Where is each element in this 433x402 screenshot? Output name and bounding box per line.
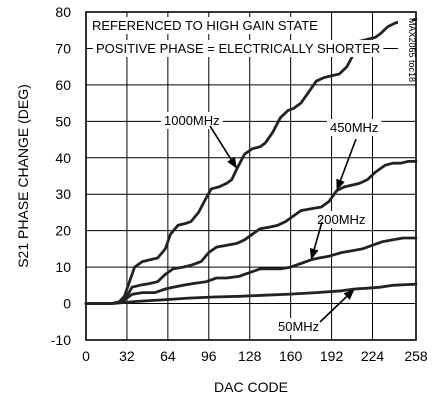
x-axis-title: DAC CODE bbox=[214, 379, 288, 395]
series-line-1000mhz bbox=[84, 17, 418, 305]
series-line-450mhz bbox=[84, 160, 418, 305]
series-label-background-1000mhz bbox=[161, 112, 223, 129]
x-tick-label: 0 bbox=[82, 348, 90, 364]
grid bbox=[85, 11, 417, 341]
y-axis-title: S21 PHASE CHANGE (DEG) bbox=[15, 84, 31, 268]
y-tick-label: 20 bbox=[55, 223, 71, 239]
x-tick-label: 64 bbox=[160, 348, 176, 364]
arrow-head-450mhz bbox=[336, 178, 345, 191]
x-tick-label: 160 bbox=[279, 348, 303, 364]
y-tick-label: 80 bbox=[55, 4, 71, 20]
annotation-line-2: POSITIVE PHASE = ELECTRICALLY SHORTER bbox=[96, 41, 380, 56]
series-label-background-450mhz bbox=[327, 119, 382, 136]
x-tick-label: 258 bbox=[404, 348, 428, 364]
x-tick-label: 128 bbox=[238, 348, 262, 364]
x-tick-label: 224 bbox=[361, 348, 385, 364]
y-tick-label: 0 bbox=[63, 296, 71, 312]
corner-tag: MAX2065 toc18 bbox=[407, 18, 417, 82]
y-tick-label: 50 bbox=[55, 113, 71, 129]
label-arrows bbox=[209, 125, 357, 323]
arrow-shaft-50mhz bbox=[319, 295, 348, 323]
x-tick-label: 96 bbox=[201, 348, 217, 364]
arrow-shaft-1000mhz bbox=[209, 125, 232, 160]
series-label-1000mhz: 1000MHz bbox=[164, 113, 220, 128]
y-tick-label: 40 bbox=[55, 150, 71, 166]
series-label-background-200mhz bbox=[314, 211, 369, 228]
series-label-50mhz: 50MHz bbox=[278, 319, 319, 334]
arrow-head-1000mhz bbox=[227, 157, 237, 169]
series-label-450mhz: 450MHz bbox=[330, 120, 378, 135]
annotation-line-1: REFERENCED TO HIGH GAIN STATE bbox=[92, 18, 318, 33]
annotation-background-1 bbox=[89, 17, 322, 34]
plot-frame bbox=[85, 11, 417, 341]
series-label-background-50mhz bbox=[275, 318, 323, 335]
tick-labels: 0 32 64 96 128 160 192 224 258 -10 0 10 20 30 40 50 60 70… bbox=[51, 4, 428, 364]
annotation-background-2 bbox=[93, 40, 384, 57]
x-tick-label: 32 bbox=[119, 348, 135, 364]
arrow-shaft-450mhz bbox=[339, 138, 357, 181]
arrow-head-200mhz bbox=[309, 248, 319, 260]
corner-tag-background bbox=[398, 16, 412, 76]
series-line-50mhz bbox=[84, 282, 418, 305]
y-tick-label: 70 bbox=[55, 40, 71, 56]
series-label-200mhz: 200MHz bbox=[317, 212, 365, 227]
series-line-200mhz bbox=[84, 236, 418, 305]
y-tick-label: 30 bbox=[55, 186, 71, 202]
arrow-head-50mhz bbox=[343, 288, 355, 300]
arrow-shaft-200mhz bbox=[313, 221, 323, 250]
x-tick-label: 192 bbox=[320, 348, 344, 364]
y-tick-label: 60 bbox=[55, 77, 71, 93]
series-group bbox=[84, 17, 418, 305]
y-tick-label: -10 bbox=[51, 332, 71, 348]
y-tick-label: 10 bbox=[55, 259, 71, 275]
